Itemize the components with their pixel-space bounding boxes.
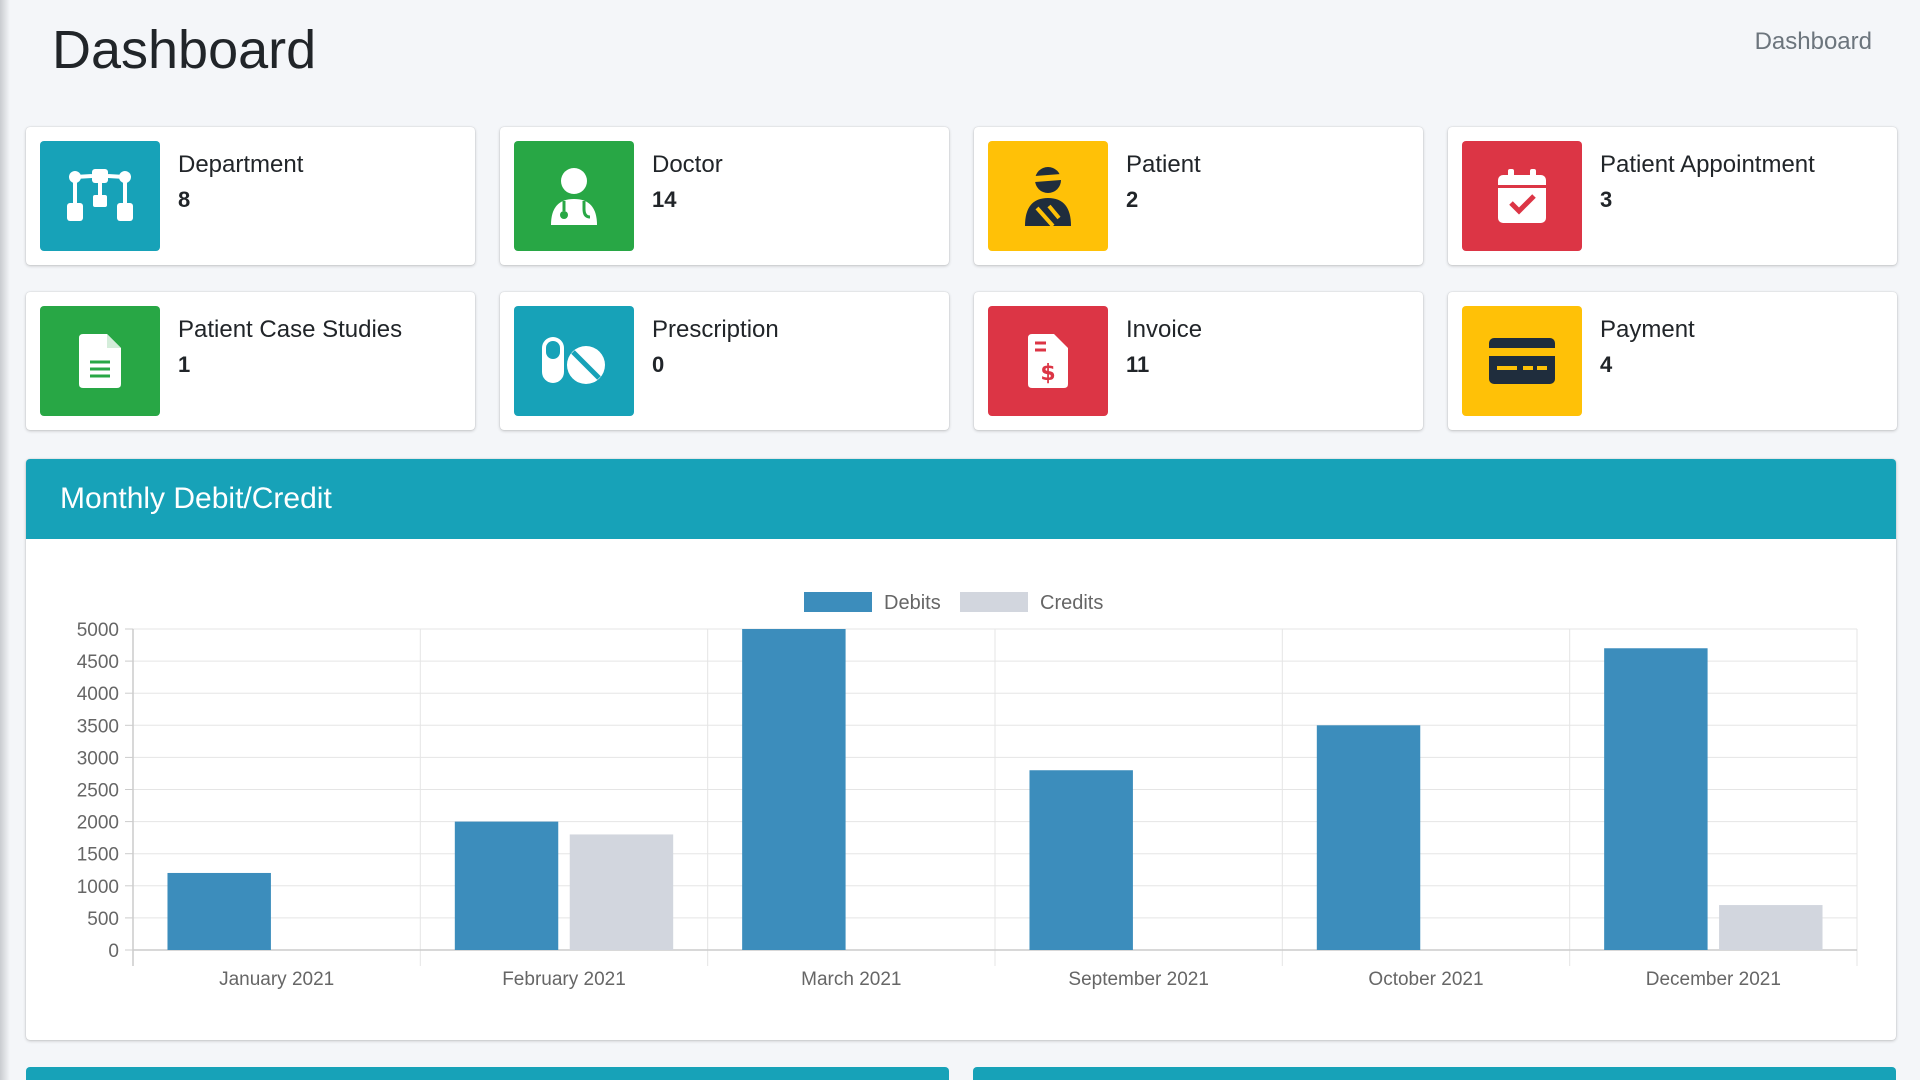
breadcrumb[interactable]: Dashboard: [1754, 28, 1872, 55]
y-tick-label: 3000: [77, 748, 119, 769]
sidebar-edge: [0, 0, 10, 1080]
bar-credits: [1719, 905, 1823, 950]
page-title: Dashboard: [52, 20, 317, 80]
y-tick-label: 0: [108, 941, 119, 962]
stat-card-invoice[interactable]: $ Invoice 11: [974, 292, 1423, 430]
legend-label: Credits: [1040, 592, 1103, 614]
stat-card-patient-case-studies[interactable]: Patient Case Studies 1: [26, 292, 475, 430]
bar-debits: [1604, 648, 1708, 950]
pills-icon: [514, 306, 634, 416]
card-value: 2: [1126, 187, 1139, 212]
lower-panel-left-header: [26, 1067, 949, 1080]
y-tick-label: 4500: [77, 652, 119, 673]
card-value: 4: [1600, 352, 1613, 377]
bar-debits: [167, 872, 271, 950]
patient-icon: [988, 141, 1108, 251]
svg-text:$: $: [1040, 361, 1055, 386]
stat-card-patient-appointment[interactable]: Patient Appointment 3: [1448, 127, 1897, 265]
card-value: 14: [652, 187, 677, 212]
card-label: Payment: [1600, 316, 1695, 343]
invoice-icon: $: [988, 306, 1108, 416]
y-tick-label: 1500: [77, 845, 119, 866]
y-tick-label: 5000: [77, 620, 119, 641]
file-icon: [40, 306, 160, 416]
bar-credits: [569, 834, 674, 950]
doctor-icon: [514, 141, 634, 251]
stat-card-department[interactable]: Department 8: [26, 127, 475, 265]
card-label: Invoice: [1126, 316, 1203, 343]
legend-swatch: [960, 592, 1028, 612]
card-value: 1: [178, 352, 191, 377]
bar-debits: [454, 821, 559, 950]
stat-cards: Department 8 Doctor 14: [26, 127, 1897, 430]
card-value: 11: [1126, 352, 1150, 377]
y-tick-label: 4000: [77, 684, 119, 705]
department-icon: [40, 141, 160, 251]
x-tick-label: September 2021: [1068, 969, 1209, 990]
card-value: 3: [1600, 187, 1613, 212]
bar-debits: [1316, 725, 1421, 950]
y-tick-label: 1000: [77, 877, 119, 898]
stat-card-payment[interactable]: Payment 4: [1448, 292, 1897, 430]
calendar-check-icon: [1462, 141, 1582, 251]
card-label: Department: [178, 151, 304, 178]
x-tick-label: October 2021: [1368, 969, 1483, 990]
stat-card-doctor[interactable]: Doctor 14: [500, 127, 949, 265]
card-value: 8: [178, 187, 191, 212]
legend-swatch: [804, 592, 872, 612]
x-tick-label: March 2021: [801, 969, 901, 990]
stat-card-patient[interactable]: Patient 2: [974, 127, 1423, 265]
y-tick-label: 2500: [77, 781, 119, 802]
page-header: Dashboard Dashboard: [52, 18, 1872, 82]
stat-card-prescription[interactable]: Prescription 0: [500, 292, 949, 430]
card-label: Prescription: [652, 316, 779, 343]
legend-label: Debits: [884, 592, 941, 614]
y-tick-label: 2000: [77, 813, 119, 834]
x-tick-label: January 2021: [219, 969, 334, 990]
card-label: Patient Case Studies: [178, 316, 403, 343]
monthly-debit-credit-panel: Monthly Debit/Credit 0 500 1000 1500 2000 250…: [26, 459, 1896, 1040]
card-value: 0: [652, 352, 665, 377]
card-label: Doctor: [652, 151, 723, 178]
y-tick-label: 3500: [77, 716, 119, 737]
bar-debits: [742, 629, 846, 950]
credit-card-icon: [1462, 306, 1582, 416]
y-tick-label: 500: [87, 909, 119, 930]
x-tick-label: February 2021: [502, 969, 626, 990]
lower-panel-right-header: [973, 1067, 1896, 1080]
card-label: Patient Appointment: [1600, 151, 1815, 178]
card-label: Patient: [1126, 151, 1201, 178]
chart-panel-title: Monthly Debit/Credit: [26, 459, 1896, 539]
bar-debits: [1029, 770, 1133, 950]
bar-chart: 0 500 1000 1500 2000 2500 3000 3500 4000 4500 5000…: [77, 592, 1858, 990]
x-tick-label: December 2021: [1646, 969, 1781, 990]
